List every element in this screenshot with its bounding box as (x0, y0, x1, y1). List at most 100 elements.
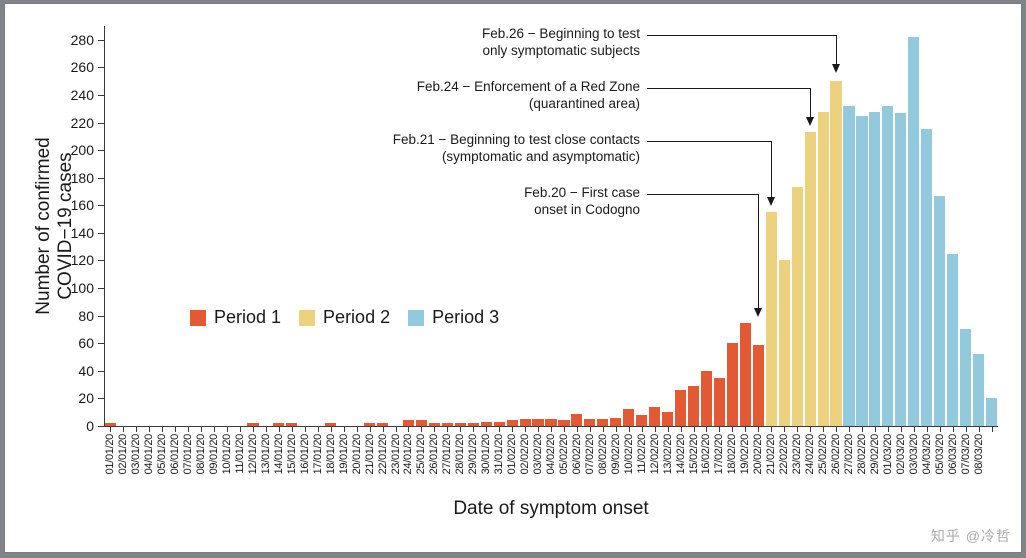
bar (597, 419, 608, 426)
bar (701, 371, 712, 426)
x-tick-label: 06/02/20 (571, 434, 583, 474)
x-tick-label: 21/02/20 (765, 434, 777, 474)
annotation-arrowhead-icon (832, 64, 840, 73)
x-tick (525, 426, 526, 432)
x-tick (797, 426, 798, 432)
bar (779, 260, 790, 426)
x-tick-label: 05/02/20 (558, 434, 570, 474)
bar (921, 129, 932, 426)
x-tick (694, 426, 695, 432)
y-tick-label: 260 (71, 59, 104, 75)
annotation-drop-line (810, 88, 811, 117)
x-tick-label: 04/02/20 (545, 434, 557, 474)
bar (532, 419, 543, 426)
bar (520, 419, 531, 426)
x-tick (460, 426, 461, 432)
x-tick-label: 03/01/20 (130, 434, 142, 474)
x-tick-label: 28/01/20 (454, 434, 466, 474)
chart-legend: Period 1 Period 2 Period 3 (190, 307, 499, 328)
annotation-arrowhead-icon (806, 117, 814, 126)
bar (740, 323, 751, 426)
x-tick (408, 426, 409, 432)
x-tick-label: 24/02/20 (804, 434, 816, 474)
x-tick (253, 426, 254, 432)
x-tick (551, 426, 552, 432)
x-tick (940, 426, 941, 432)
x-tick (771, 426, 772, 432)
x-tick (577, 426, 578, 432)
x-tick-label: 17/01/20 (312, 434, 324, 474)
y-tick-label: 280 (71, 32, 104, 48)
x-tick-label: 04/03/20 (921, 434, 933, 474)
x-tick-label: 13/02/20 (662, 434, 674, 474)
x-tick-label: 08/01/20 (195, 434, 207, 474)
bar (792, 187, 803, 426)
x-tick (642, 426, 643, 432)
x-tick (318, 426, 319, 432)
x-tick (214, 426, 215, 432)
x-tick (486, 426, 487, 432)
x-tick-label: 05/03/20 (934, 434, 946, 474)
x-tick-label: 07/02/20 (584, 434, 596, 474)
legend-label-period2: Period 2 (323, 307, 390, 328)
legend-label-period1: Period 1 (214, 307, 281, 328)
annotation-leader-line (647, 88, 810, 89)
x-tick (668, 426, 669, 432)
x-axis-label: Date of symptom onset (453, 498, 648, 520)
annotation-drop-line (771, 141, 772, 197)
x-tick-label: 20/02/20 (752, 434, 764, 474)
x-tick-label: 11/02/20 (636, 434, 648, 474)
x-tick (421, 426, 422, 432)
x-tick-label: 15/02/20 (688, 434, 700, 474)
legend-item-period2: Period 2 (299, 307, 390, 328)
y-tick-label: 240 (71, 87, 104, 103)
x-tick (914, 426, 915, 432)
x-tick-label: 02/02/20 (519, 434, 531, 474)
bar (649, 407, 660, 426)
x-tick (979, 426, 980, 432)
x-tick (434, 426, 435, 432)
x-tick (447, 426, 448, 432)
x-tick (370, 426, 371, 432)
y-tick-label: 80 (78, 308, 104, 324)
annotation-arrowhead-icon (767, 197, 775, 206)
bar (960, 329, 971, 426)
bar (675, 390, 686, 426)
x-tick-label: 03/02/20 (532, 434, 544, 474)
x-tick (240, 426, 241, 432)
x-tick-label: 29/01/20 (467, 434, 479, 474)
annotation-leader-line (647, 35, 836, 36)
x-tick-label: 10/01/20 (221, 434, 233, 474)
x-tick (901, 426, 902, 432)
x-tick (227, 426, 228, 432)
x-tick-label: 19/02/20 (739, 434, 751, 474)
legend-swatch-period1 (190, 310, 206, 326)
x-tick-label: 09/02/20 (610, 434, 622, 474)
x-tick (849, 426, 850, 432)
x-tick (344, 426, 345, 432)
legend-item-period1: Period 1 (190, 307, 281, 328)
x-tick-label: 14/02/20 (675, 434, 687, 474)
x-tick (888, 426, 889, 432)
x-tick (110, 426, 111, 432)
annotation-leader-line (647, 194, 758, 195)
x-tick-label: 24/01/20 (402, 434, 414, 474)
x-tick-label: 03/03/20 (908, 434, 920, 474)
x-tick-label: 04/01/20 (143, 434, 155, 474)
x-tick-label: 12/02/20 (649, 434, 661, 474)
x-tick-label: 05/01/20 (156, 434, 168, 474)
bar (610, 418, 621, 426)
x-tick-label: 06/03/20 (947, 434, 959, 474)
x-tick (136, 426, 137, 432)
x-tick (862, 426, 863, 432)
x-tick (629, 426, 630, 432)
x-tick (499, 426, 500, 432)
bar (766, 212, 777, 426)
bar (636, 415, 647, 426)
x-tick-label: 28/02/20 (856, 434, 868, 474)
annotation-drop-line (836, 35, 837, 64)
watermark: 知乎 @冷哲 (931, 526, 1011, 546)
x-tick (745, 426, 746, 432)
x-tick (784, 426, 785, 432)
y-axis (104, 26, 105, 426)
